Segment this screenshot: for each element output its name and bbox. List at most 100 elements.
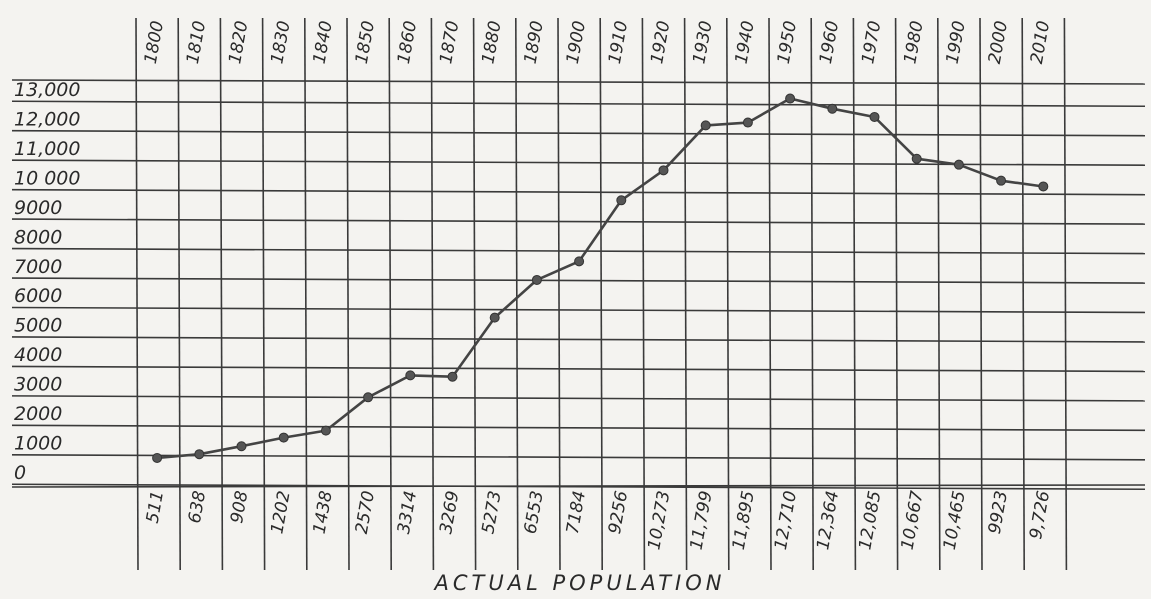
- x-tick-label: 1840: [310, 19, 337, 65]
- v-gridline: [388, 17, 393, 571]
- value-label: 10,273: [644, 489, 674, 551]
- h-gridline: [11, 365, 1146, 373]
- value-label: 12,364: [813, 489, 843, 551]
- v-gridline: [725, 17, 730, 571]
- data-point: [531, 274, 542, 285]
- value-label: 2570: [352, 489, 379, 535]
- data-point: [574, 256, 585, 267]
- v-gridline: [683, 17, 688, 571]
- v-gridline: [135, 17, 139, 571]
- x-tick-label: 1830: [267, 19, 294, 65]
- v-gridline: [1021, 17, 1025, 571]
- v-gridline: [852, 17, 857, 571]
- x-tick-label: 1960: [816, 19, 843, 65]
- x-tick-label: 1910: [605, 19, 632, 65]
- data-point: [827, 103, 838, 114]
- x-tick-label: 2000: [985, 19, 1012, 65]
- y-tick-label: 7000: [14, 256, 62, 278]
- y-tick-label: 3000: [14, 374, 62, 396]
- v-gridline: [979, 17, 983, 571]
- v-gridline: [261, 17, 266, 571]
- y-tick-label: 11,000: [14, 138, 80, 160]
- data-point: [447, 371, 458, 382]
- x-tick-label: 1890: [521, 19, 548, 65]
- x-tick-label: 1850: [352, 19, 379, 65]
- v-gridline: [430, 17, 435, 571]
- x-tick-label: 1970: [858, 19, 885, 65]
- v-gridline: [641, 17, 646, 571]
- data-point: [194, 449, 205, 460]
- population-series-line: [156, 97, 1044, 460]
- v-gridline: [177, 17, 181, 571]
- value-label: 638: [185, 489, 210, 525]
- value-label: 9,726: [1026, 489, 1054, 541]
- v-gridline: [810, 17, 815, 571]
- v-gridline: [557, 17, 561, 571]
- data-point: [785, 93, 796, 104]
- data-point: [489, 312, 500, 323]
- data-point: [236, 441, 247, 452]
- x-tick-label: 1810: [183, 19, 210, 65]
- y-tick-label: 8000: [14, 226, 62, 248]
- data-point: [1038, 181, 1049, 192]
- h-gridline: [11, 336, 1146, 343]
- y-tick-label: 13,000: [14, 79, 80, 101]
- x-tick-label: 1900: [563, 19, 590, 65]
- x-axis-title: ACTUAL POPULATION: [433, 571, 726, 595]
- h-gridline: [11, 218, 1146, 225]
- data-point: [996, 175, 1007, 186]
- value-label: 10,667: [898, 489, 928, 551]
- data-point: [405, 370, 416, 381]
- v-gridline: [1063, 17, 1068, 571]
- value-label: 908: [227, 489, 252, 525]
- value-label: 10,465: [940, 489, 970, 551]
- x-axis-line: [11, 484, 1146, 488]
- value-label: 9923: [985, 489, 1012, 535]
- x-tick-label: 1990: [943, 19, 970, 65]
- value-label: 12,710: [771, 489, 801, 551]
- data-point: [658, 165, 669, 176]
- value-label: 1202: [267, 489, 294, 535]
- v-gridline: [303, 17, 308, 571]
- x-tick-label: 1880: [478, 19, 505, 65]
- value-label: 7184: [563, 489, 590, 535]
- y-tick-label: 10 000: [14, 167, 80, 189]
- x-tick-label: 1870: [436, 19, 463, 65]
- v-gridline: [346, 17, 350, 571]
- x-tick-labels: 1800 1810 1820 1830 1840 1850 1860 1870 1880 1890…: [141, 19, 1054, 65]
- value-label: 9256: [605, 489, 632, 535]
- value-label: 6553: [521, 489, 548, 535]
- x-tick-label: 1860: [394, 19, 421, 65]
- x-tick-label: 1820: [225, 19, 252, 65]
- y-tick-label: 6000: [14, 285, 62, 307]
- y-tick-label: 4000: [14, 344, 62, 366]
- h-gridline: [11, 188, 1146, 196]
- data-point: [616, 195, 627, 206]
- x-tick-label: 2010: [1027, 19, 1054, 65]
- value-labels: 511 638 908 1202 1438 2570 3314 3269 5273 6553 718…: [143, 489, 1055, 551]
- y-tick-label: 9000: [14, 197, 62, 219]
- v-gridline: [219, 17, 224, 571]
- x-tick-label: 1950: [774, 19, 801, 65]
- h-gridline: [11, 100, 1146, 108]
- h-gridline: [11, 306, 1146, 314]
- x-tick-label: 1940: [732, 19, 759, 65]
- data-point: [363, 392, 374, 403]
- value-label: 1438: [310, 489, 337, 535]
- y-tick-labels: 0 1000 2000 3000 4000 5000 6000 7000 8000 9000 10 …: [14, 79, 80, 484]
- value-label: 12,085: [855, 489, 885, 551]
- data-point: [320, 425, 331, 436]
- v-gridline: [472, 17, 477, 571]
- v-gridline: [894, 17, 899, 571]
- data-point: [152, 452, 163, 463]
- h-gridline: [11, 129, 1146, 137]
- v-gridline: [599, 17, 604, 571]
- x-tick-label: 1800: [141, 19, 168, 65]
- h-gridline: [11, 395, 1146, 402]
- value-label: 5273: [478, 489, 505, 535]
- v-gridline: [514, 17, 519, 571]
- y-tick-label: 1000: [14, 433, 62, 455]
- x-tick-label: 1930: [689, 19, 716, 65]
